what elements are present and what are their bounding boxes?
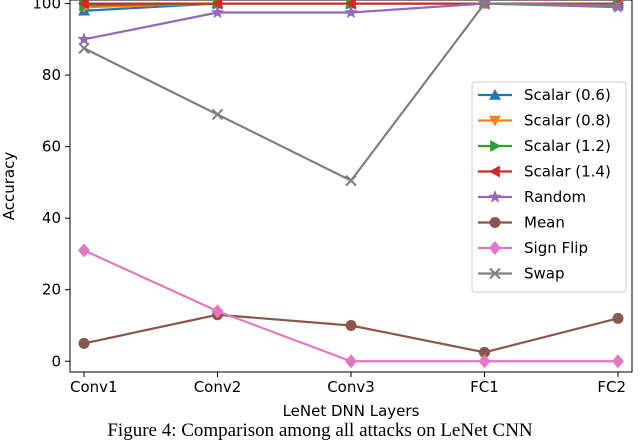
legend-label: Swap [524, 265, 565, 283]
legend-label: Scalar (1.4) [524, 163, 611, 181]
x-tick-label: Conv1 [70, 378, 118, 396]
legend-item: Scalar (0.8) [478, 112, 611, 130]
data-point [78, 42, 90, 54]
legend-item: Mean [478, 214, 565, 232]
x-axis-title: LeNet DNN Layers [283, 402, 420, 420]
data-point [345, 174, 357, 187]
axes: 0 20 40 60 80 100 Conv1 Conv2 Conv3 FC1 FC2 LeNet D… [0, 0, 633, 420]
x-tick-label: FC2 [597, 378, 626, 396]
y-tick-label: 20 [42, 281, 61, 299]
data-point [211, 0, 223, 10]
data-point [345, 0, 356, 10]
data-point [612, 312, 624, 324]
legend-marker [489, 217, 501, 228]
legend-item: Scalar (1.2) [478, 137, 611, 155]
data-point [344, 5, 358, 19]
legend-marker [488, 190, 502, 203]
legend-label: Scalar (1.2) [524, 137, 611, 155]
legend-marker [489, 115, 501, 127]
series-group [77, 0, 625, 369]
figure-caption: Figure 4: Comparison among all attacks o… [107, 420, 533, 441]
legend-item: Random [478, 188, 586, 206]
series-swap [78, 0, 624, 187]
y-tick-label: 40 [42, 209, 61, 227]
data-point [78, 0, 89, 10]
legend-label: Scalar (0.8) [524, 112, 611, 130]
legend-box [471, 81, 627, 293]
data-point [479, 346, 490, 358]
legend-marker [489, 89, 501, 100]
legend-marker [489, 267, 501, 280]
legend: Scalar (0.6) Scalar (0.8) Scalar (1.2) Scal… [471, 81, 627, 293]
data-point [612, 354, 624, 369]
y-tick-label: 0 [51, 352, 61, 370]
x-tick-label: FC1 [470, 378, 499, 396]
y-tick-label: 80 [42, 66, 61, 84]
data-point [345, 354, 357, 369]
legend-item: Sign Flip [478, 239, 588, 257]
data-point [78, 337, 90, 349]
legend-marker [489, 165, 500, 178]
data-point [78, 243, 90, 258]
legend-label: Random [524, 188, 586, 206]
y-axis-title: Accuracy [0, 152, 18, 221]
y-tick-label: 100 [32, 0, 61, 13]
data-point [211, 108, 224, 121]
data-point [345, 320, 357, 331]
data-point [612, 0, 624, 12]
data-point [478, 354, 491, 369]
data-point [211, 304, 224, 319]
legend-label: Scalar (0.6) [524, 86, 611, 104]
legend-label: Mean [524, 214, 565, 232]
x-tick-label: Conv3 [327, 378, 375, 396]
legend-marker [490, 140, 501, 152]
series-mean [78, 309, 624, 358]
legend-item: Swap [478, 265, 565, 283]
y-tick-label: 60 [42, 138, 61, 156]
legend-item: Scalar (0.6) [478, 86, 611, 104]
legend-item: Scalar (1.4) [478, 163, 611, 181]
data-point [210, 5, 225, 19]
x-tick-label: Conv2 [194, 378, 242, 396]
chart: 0 20 40 60 80 100 Conv1 Conv2 Conv3 FC1 FC2 LeNet D… [0, 0, 633, 420]
data-point [478, 0, 491, 10]
legend-label: Sign Flip [524, 239, 588, 257]
legend-marker [489, 241, 501, 255]
data-point [77, 32, 91, 46]
series-sign-flip [78, 243, 624, 369]
